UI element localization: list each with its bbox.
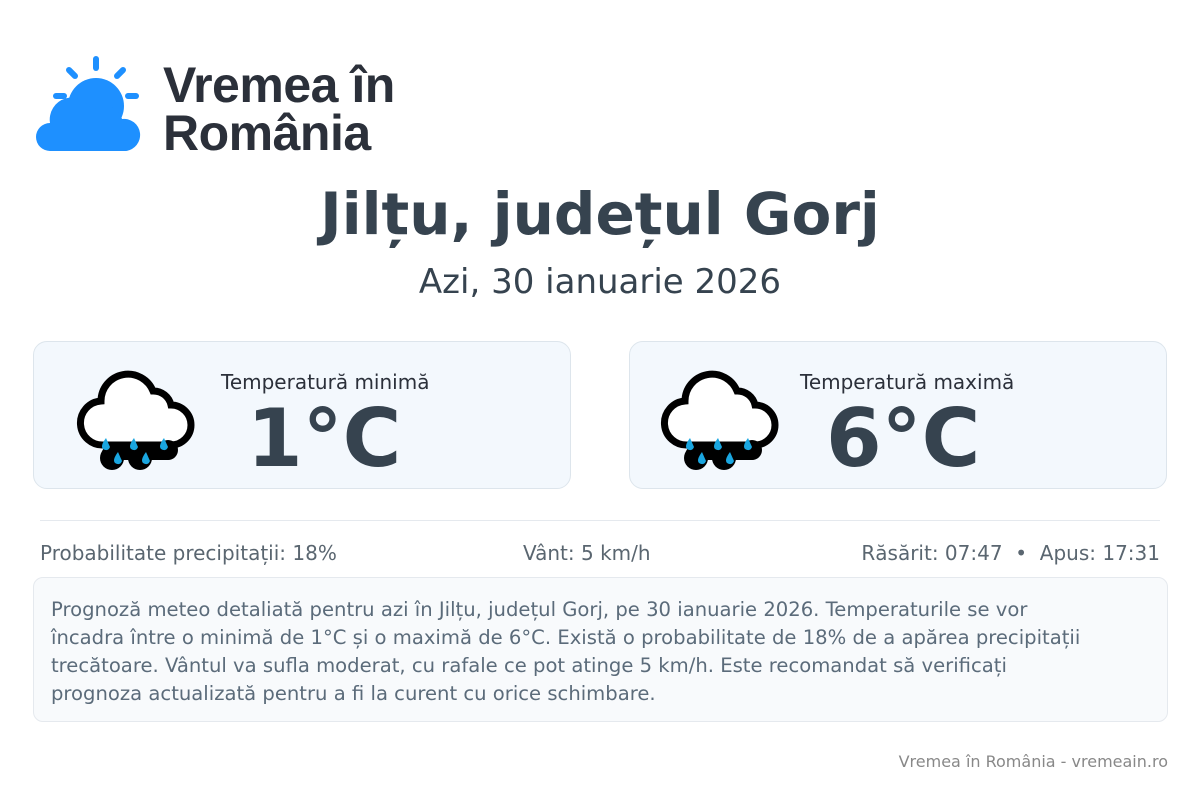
card-label: Temperatură maximă <box>800 370 1015 394</box>
card-value: 1°C <box>247 392 402 485</box>
logo-text: Vremea în <box>163 57 395 113</box>
page-title: Jilțu, județul Gorj <box>320 180 880 248</box>
wind-info: Vânt: 5 km/h <box>523 541 651 565</box>
footer-credit: Vremea în România - vremeain.ro <box>898 752 1168 771</box>
max-temp-card: Temperatură maximă 6°C <box>629 341 1167 489</box>
logo-text: România <box>163 105 371 161</box>
date-subtitle: Azi, 30 ianuarie 2026 <box>418 262 782 302</box>
precipitation-info: Probabilitate precipitații: 18% <box>40 541 337 565</box>
forecast-description: Prognoză meteo detaliată pentru azi în J… <box>33 577 1168 722</box>
min-temp-card: Temperatură minimă 1°C <box>33 341 571 489</box>
card-value: 6°C <box>826 392 981 485</box>
sun-cloud-logo-icon <box>36 56 141 151</box>
divider <box>40 520 1160 521</box>
sun-times-info: Răsărit: 07:47 • Apus: 17:31 <box>861 541 1160 565</box>
rain-cloud-icon <box>77 370 195 470</box>
rain-cloud-icon <box>661 370 779 470</box>
card-label: Temperatură minimă <box>221 370 430 394</box>
